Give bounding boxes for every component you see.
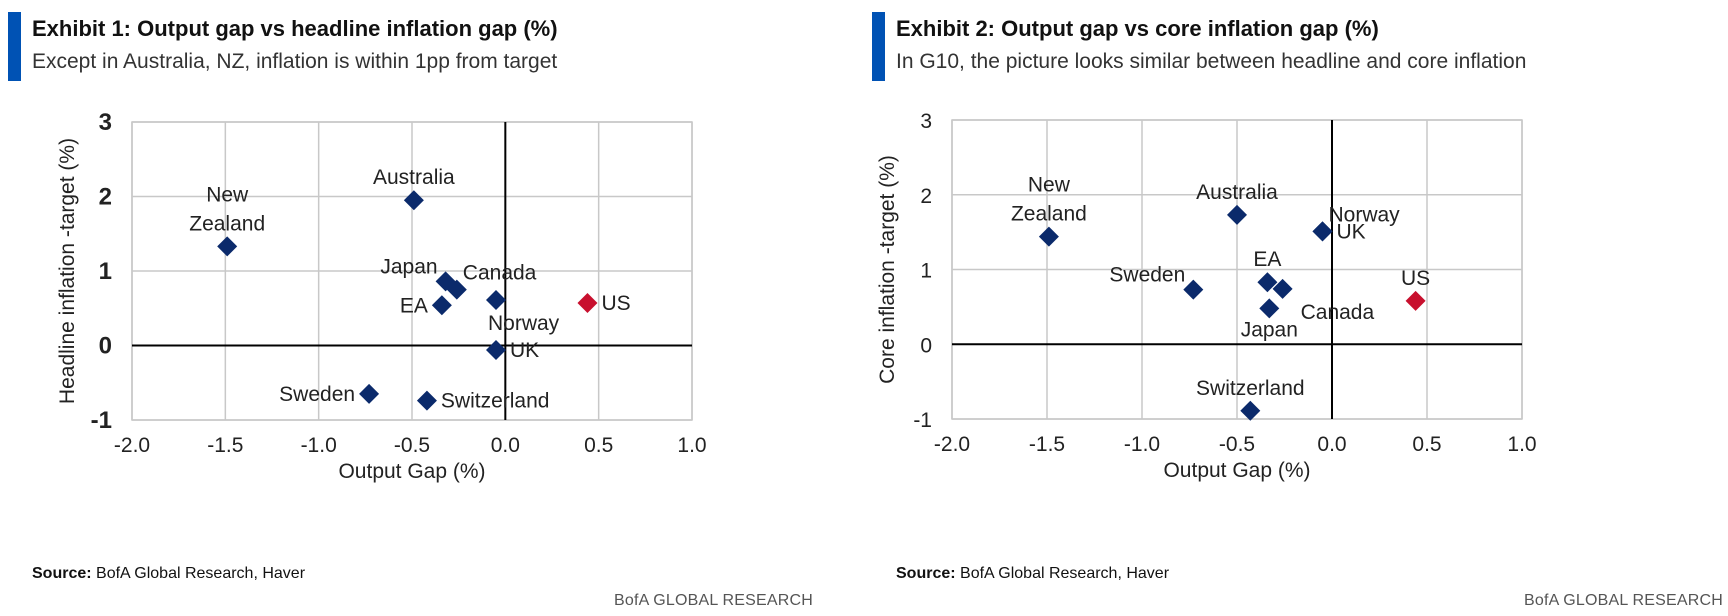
data-label-sweden: Sweden [279,383,355,406]
x-tick-label: 1.0 [677,434,706,457]
data-point-norway [486,290,506,311]
exhibit-1-accent-bar [8,12,21,81]
data-label-uk: UK [1337,220,1366,243]
data-label-new-zealand: New [1028,174,1071,197]
data-point-sweden [1183,279,1204,300]
exhibit-1-source: Source: BofA Global Research, Haver [32,565,305,583]
y-tick-label: 3 [99,109,112,136]
data-label-canada: Canada [1301,301,1375,324]
data-point-switzerland [1240,400,1261,421]
x-tick-label: -2.0 [934,433,970,456]
data-point-australia [403,190,424,211]
data-label-japan: Japan [1241,318,1298,341]
x-tick-label: -1.0 [301,434,337,457]
data-point-japan [1259,298,1280,319]
exhibit-1-source-text: BofA Global Research, Haver [91,565,306,582]
y-axis-label: Core inflation -target (%) [876,155,899,384]
x-axis-label: Output Gap (%) [338,460,485,483]
exhibit-1: Exhibit 1: Output gap vs headline inflat… [0,12,864,609]
data-point-ea [431,295,452,316]
data-label-ea: EA [400,294,428,317]
exhibit-1-title: Exhibit 1: Output gap vs headline inflat… [32,16,558,41]
data-label-australia: Australia [373,166,455,189]
data-point-canada [446,279,467,300]
exhibit-2: Exhibit 2: Output gap vs core inflation … [864,0,1728,616]
x-tick-label: -1.5 [207,434,243,457]
data-label-australia: Australia [1196,181,1278,204]
exhibit-1-subtitle: Except in Australia, NZ, inflation is wi… [32,50,558,73]
x-tick-label: -0.5 [394,434,430,457]
exhibit-2-scatter-plot: -2.0 -1.5 -1.0 -0.5 0.0 0.5 1.0 3 2 1 0 -1 Output Ga… [876,110,1537,482]
y-tick-label: 1 [99,258,112,285]
data-label-canada: Canada [463,262,537,285]
x-axis-label: Output Gap (%) [1163,459,1310,482]
exhibit-1-chart: -2.0 -1.5 -1.0 -0.5 0.0 0.5 1.0 3 2 1 0 -1 Output Ga… [0,109,864,555]
exhibit-1-brand: BofA GLOBAL RESEARCH [614,592,814,609]
y-tick-label: -1 [91,407,112,434]
x-tick-label: -1.5 [1029,433,1065,456]
y-tick-label: 2 [920,185,932,208]
data-point-uk [486,339,506,360]
exhibit-1-scatter-plot: -2.0 -1.5 -1.0 -0.5 0.0 0.5 1.0 3 2 1 0 -1 Output Ga… [56,109,707,483]
x-tick-label: 1.0 [1507,433,1536,456]
exhibit-2-source-label: Source: [896,565,956,582]
exhibit-2-accent-bar [872,12,885,81]
exhibit-2-chart: -2.0 -1.5 -1.0 -0.5 0.0 0.5 1.0 3 2 1 0 -1 Output Ga… [864,110,1728,555]
data-label-switzerland: Switzerland [1196,377,1305,400]
y-tick-label: 2 [99,184,112,211]
data-label-japan: Japan [380,255,437,278]
exhibit-2-source-text: BofA Global Research, Haver [955,565,1170,582]
data-label-new-zealand: Zealand [1011,203,1087,226]
data-label-uk: UK [510,339,539,362]
y-tick-label: 0 [99,333,112,360]
exhibit-2-brand: BofA GLOBAL RESEARCH [1524,592,1724,609]
data-label-us: US [601,292,630,315]
y-tick-label: 0 [920,334,932,357]
y-axis-label: Headline inflation -target (%) [56,138,79,404]
x-tick-label: -1.0 [1124,433,1160,456]
y-tick-label: -1 [913,409,932,432]
x-tick-label: -2.0 [114,434,150,457]
data-point-new-zealand [1038,226,1059,247]
data-label-norway: Norway [488,312,560,335]
x-tick-label: 0.5 [584,434,613,457]
data-label-new-zealand: New [206,183,249,206]
data-point-uk [1312,221,1333,242]
x-tick-label: 0.5 [1412,433,1441,456]
data-label-us: US [1401,267,1430,290]
data-label-switzerland: Switzerland [441,390,550,413]
data-point-us [577,293,598,314]
data-point-switzerland [416,390,437,411]
data-point-australia [1227,204,1247,225]
exhibit-1-source-label: Source: [32,565,92,582]
y-tick-label: 1 [920,260,932,283]
data-label-ea: EA [1253,248,1281,271]
exhibit-2-subtitle: In G10, the picture looks similar betwee… [896,50,1527,73]
x-tick-label: -0.5 [1219,433,1255,456]
data-label-new-zealand: Zealand [189,212,265,235]
data-label-norway: Norway [1329,203,1401,226]
x-tick-label: 0.0 [1317,433,1346,456]
exhibit-2-source: Source: BofA Global Research, Haver [896,565,1169,583]
data-point-us [1405,290,1426,311]
data-point-new-zealand [217,236,238,257]
data-point-canada [1272,278,1293,299]
data-point-sweden [359,383,380,404]
x-tick-label: 0.0 [491,434,520,457]
data-label-sweden: Sweden [1109,264,1185,287]
y-tick-label: 3 [920,110,932,133]
data-point-ea [1257,272,1278,293]
exhibit-2-title: Exhibit 2: Output gap vs core inflation … [896,16,1379,41]
